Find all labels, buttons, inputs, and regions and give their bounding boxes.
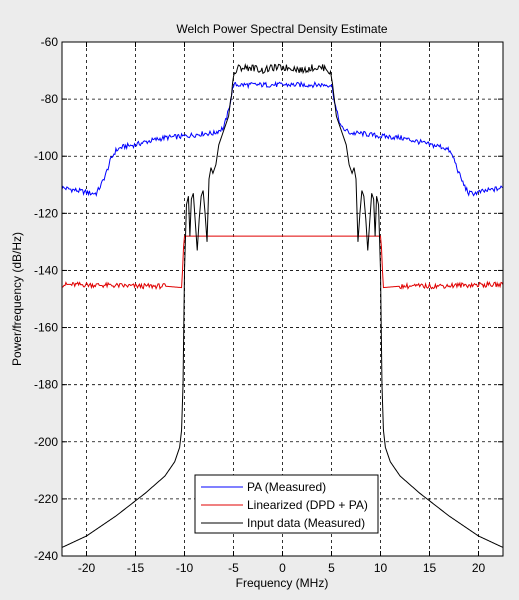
x-tick-label: -10 <box>176 561 194 575</box>
y-tick-label: -120 <box>34 206 58 220</box>
x-tick-label: -15 <box>127 561 145 575</box>
y-tick-label: -160 <box>34 321 58 335</box>
y-tick-label: -80 <box>41 92 59 106</box>
y-tick-label: -100 <box>34 149 58 163</box>
x-tick-label: -5 <box>228 561 239 575</box>
x-tick-label: 15 <box>423 561 437 575</box>
x-tick-label: -20 <box>78 561 96 575</box>
y-tick-label: -200 <box>34 435 58 449</box>
series-group <box>62 62 503 548</box>
legend-label-input: Input data (Measured) <box>247 516 365 530</box>
y-tick-label: -220 <box>34 492 58 506</box>
y-tick-label: -60 <box>41 35 59 49</box>
series-line-pa <box>62 80 503 197</box>
y-tick-label: -180 <box>34 378 58 392</box>
y-tick-label: -140 <box>34 263 58 277</box>
x-tick-label: 5 <box>328 561 335 575</box>
legend: PA (Measured) Linearized (DPD + PA) Inpu… <box>194 474 379 534</box>
y-tick-label: -240 <box>34 549 58 563</box>
x-tick-label: 0 <box>279 561 286 575</box>
grid <box>62 42 503 556</box>
series-line-input <box>62 62 503 548</box>
ticks: -20 -15 -10 -5 0 5 10 15 20 -60 -80 -100 -120 -140 -16… <box>34 35 503 575</box>
legend-label-linearized: Linearized (DPD + PA) <box>247 498 368 512</box>
y-axis-label: Power/frequency (dB/Hz) <box>10 232 24 366</box>
legend-label-pa: PA (Measured) <box>247 480 326 494</box>
chart-title: Welch Power Spectral Density Estimate <box>176 22 388 36</box>
series-line-linearized <box>62 235 503 291</box>
x-tick-label: 10 <box>374 561 388 575</box>
x-tick-label: 20 <box>472 561 486 575</box>
x-axis-label: Frequency (MHz) <box>236 576 329 590</box>
